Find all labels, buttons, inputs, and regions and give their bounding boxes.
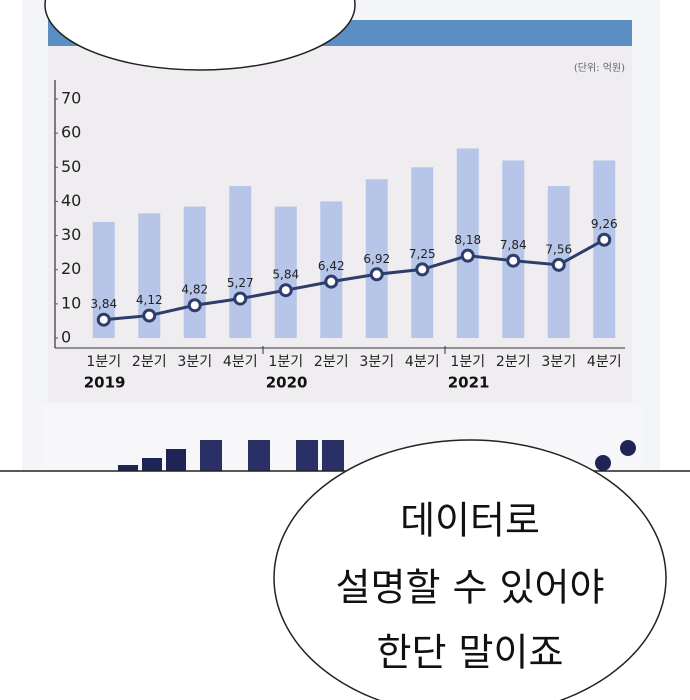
- bar: [92, 221, 115, 338]
- x-tick-label: 4분기: [405, 354, 440, 370]
- data-label: 4,82: [181, 283, 208, 297]
- data-label: 5,27: [227, 276, 254, 290]
- year-label: 2020: [266, 374, 308, 392]
- bar: [138, 213, 161, 338]
- year-label: 2021: [448, 374, 490, 392]
- y-tick-label: 0: [61, 328, 71, 347]
- bubble-line: 설명할 수 있어야: [336, 566, 605, 610]
- bar: [502, 160, 525, 338]
- x-tick-label: 1분기: [86, 354, 121, 370]
- x-tick-label: 3분기: [541, 354, 576, 370]
- y-tick-label: 20: [61, 259, 81, 278]
- x-tick-label: 3분기: [359, 354, 394, 370]
- x-tick-label: 1분기: [268, 354, 303, 370]
- y-tick-label: 10: [61, 293, 81, 312]
- x-tick-label: 4분기: [223, 354, 258, 370]
- bar: [229, 186, 252, 338]
- data-label: 7,56: [545, 242, 572, 256]
- data-label: 5,84: [272, 268, 299, 282]
- speech-bubble: [273, 439, 667, 700]
- y-tick-label: 60: [61, 123, 81, 142]
- y-tick-label: 40: [61, 191, 81, 210]
- point: [278, 283, 293, 298]
- point: [597, 232, 612, 247]
- x-tick-label: 3분기: [177, 354, 212, 370]
- x-tick-label: 2분기: [496, 354, 531, 370]
- x-tick-label: 2분기: [314, 354, 349, 370]
- year-label: 2019: [84, 374, 126, 392]
- unit-label: (단위: 억원): [574, 61, 625, 74]
- point: [142, 308, 157, 323]
- bar: [320, 201, 343, 338]
- bubble-line: 데이터로: [400, 499, 540, 543]
- point: [415, 262, 430, 277]
- x-tick-label: 4분기: [587, 354, 622, 370]
- bar: [183, 206, 206, 338]
- point: [506, 253, 521, 268]
- data-label: 9,26: [591, 217, 618, 231]
- top-speech-bubble: [44, 0, 356, 71]
- bar: [274, 206, 297, 338]
- y-tick-label: 30: [61, 225, 81, 244]
- data-label: 7,25: [409, 247, 436, 261]
- point: [460, 248, 475, 263]
- point: [187, 298, 202, 313]
- line: [103, 238, 605, 322]
- data-label: 6,42: [318, 259, 345, 273]
- bar: [365, 179, 388, 338]
- y-tick-label: 70: [61, 89, 81, 108]
- data-label: 7,84: [500, 238, 527, 252]
- data-label: 4,12: [136, 293, 163, 307]
- data-label: 3,84: [90, 297, 117, 311]
- bar: [593, 160, 616, 338]
- x-tick-label: 1분기: [450, 354, 485, 370]
- data-label: 8,18: [454, 233, 481, 247]
- bar: [411, 167, 434, 338]
- y-tick-label: 50: [61, 157, 81, 176]
- point: [551, 257, 566, 272]
- point: [96, 312, 111, 327]
- x-tick-label: 2분기: [132, 354, 167, 370]
- point: [233, 291, 248, 306]
- bar: [456, 148, 479, 338]
- point: [324, 274, 339, 289]
- bubble-line: 한단 말이죠: [377, 631, 564, 675]
- point: [369, 267, 384, 282]
- data-label: 6,92: [363, 252, 390, 266]
